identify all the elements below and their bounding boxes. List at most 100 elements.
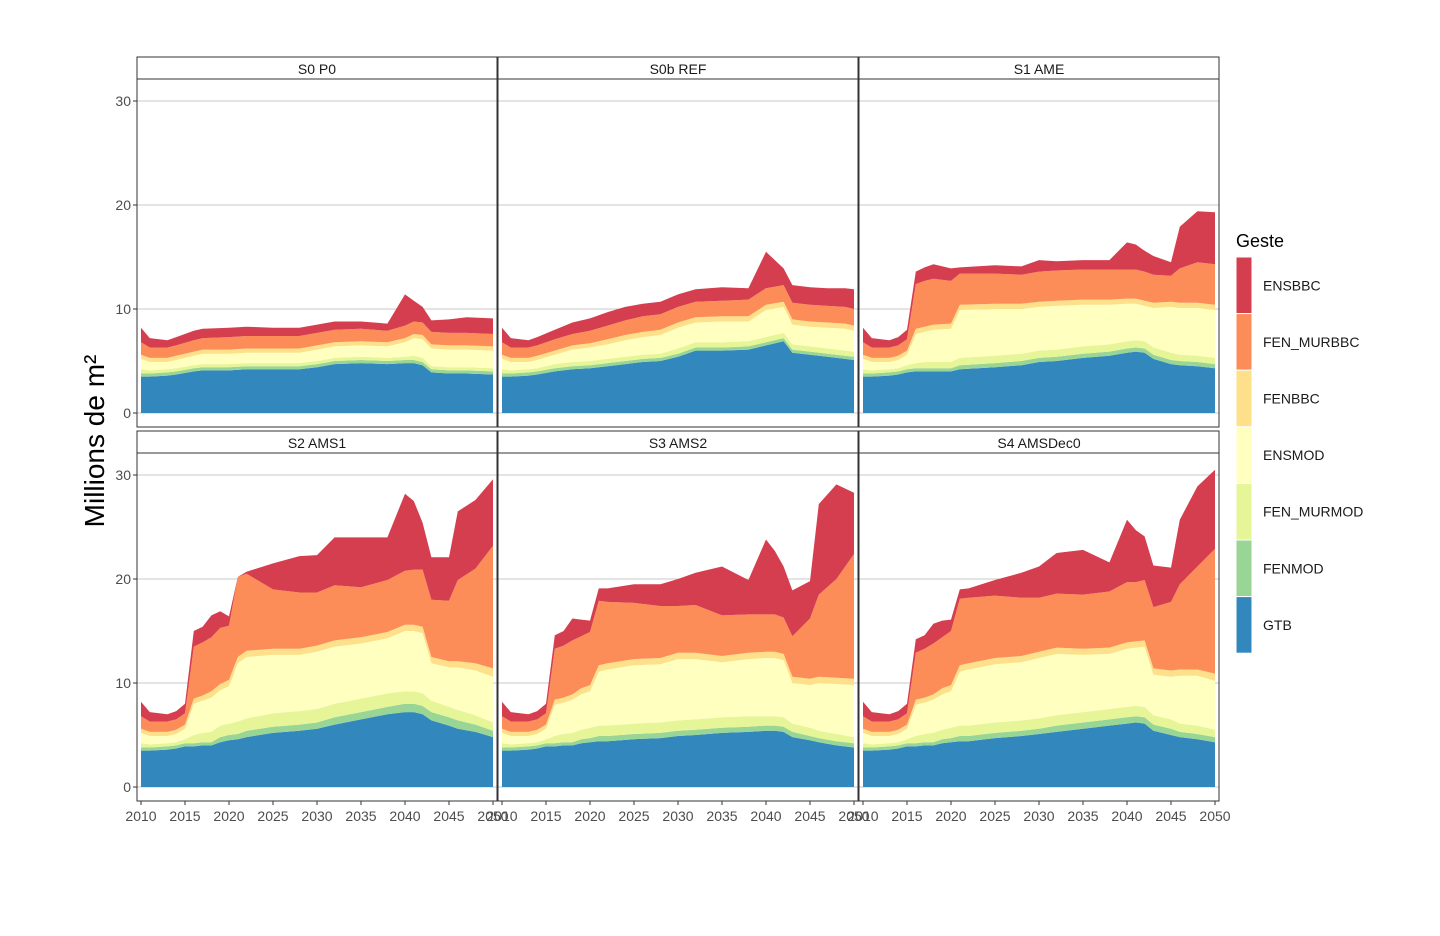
- area-fen-murbbc: [141, 321, 493, 358]
- y-tick-label: 0: [123, 779, 131, 795]
- area-fen-murmod: [141, 691, 493, 748]
- area-ensbbc: [863, 469, 1215, 722]
- legend-label-fenmod: FENMOD: [1263, 560, 1324, 576]
- x-tick-label: 2025: [257, 808, 288, 824]
- panel-strip-title: S1 AME: [1014, 61, 1065, 77]
- area-fen-murmod: [502, 716, 854, 748]
- area-fen-murbbc: [502, 554, 854, 732]
- y-tick-label: 20: [115, 571, 131, 587]
- x-tick-label: 2020: [213, 808, 244, 824]
- legend-title: Geste: [1236, 231, 1284, 251]
- y-axis-label: Millions de m²: [79, 355, 110, 528]
- x-tick-label: 2030: [1023, 808, 1054, 824]
- legend: Geste ENSBBC FEN_MURBBC FENBBC ENSMOD FEN_MU…: [1235, 231, 1363, 654]
- area-ensbbc: [502, 484, 854, 722]
- area-fen-murmod: [863, 705, 1215, 748]
- panel-s1-ame: S1 AME: [858, 56, 1220, 428]
- area-fen-murbbc: [863, 548, 1215, 732]
- x-tick-label: 2025: [618, 808, 649, 824]
- x-tick-label: 2010: [125, 808, 156, 824]
- panel-border: [136, 78, 498, 428]
- panel-s0-p0: S0 P0 0 10 20 30: [115, 56, 498, 428]
- panel-strip-title: S0 P0: [298, 61, 336, 77]
- area-ensmod: [141, 338, 493, 371]
- area-fenmod: [863, 347, 1215, 377]
- area-fenbbc: [141, 624, 493, 736]
- area-gtb: [863, 722, 1215, 787]
- area-ensmod: [863, 303, 1215, 371]
- legend-label-ensbbc: ENSBBC: [1263, 277, 1321, 293]
- y-tick-label: 0: [123, 405, 131, 421]
- area-fen-murmod: [141, 355, 493, 374]
- x-tick-label: 2015: [169, 808, 200, 824]
- area-fenmod: [502, 725, 854, 751]
- area-gtb: [141, 712, 493, 787]
- x-tick-label: 2030: [662, 808, 693, 824]
- area-fenmod: [502, 338, 854, 377]
- x-tick-label: 2040: [750, 808, 781, 824]
- panel-border: [858, 78, 1220, 428]
- x-tick-label: 2040: [389, 808, 420, 824]
- panel-border: [497, 78, 859, 428]
- x-tick-label: 2015: [530, 808, 561, 824]
- x-tick-label: 2045: [433, 808, 464, 824]
- legend-label-ensmod: ENSMOD: [1263, 447, 1324, 463]
- legend-key-ensbbc: [1235, 256, 1253, 315]
- x-tick-label: 2050: [1199, 808, 1230, 824]
- panel-strip-title: S2 AMS1: [288, 435, 347, 451]
- x-tick-label: 2020: [574, 808, 605, 824]
- x-tick-label: 2030: [301, 808, 332, 824]
- x-tick-label: 2035: [706, 808, 737, 824]
- area-ensmod: [863, 646, 1215, 745]
- x-tick-label: 2050: [477, 808, 508, 824]
- y-tick-label: 20: [115, 197, 131, 213]
- y-tick-label: 30: [115, 467, 131, 483]
- panel-strip-title: S3 AMS2: [649, 435, 708, 451]
- panel-strip-title: S4 AMSDec0: [997, 435, 1080, 451]
- area-gtb: [502, 341, 854, 413]
- legend-key-fenbbc: [1235, 369, 1253, 428]
- area-ensmod: [502, 658, 854, 745]
- area-fen-murbbc: [141, 545, 493, 732]
- y-tick-label: 10: [115, 675, 131, 691]
- area-ensbbc: [141, 479, 493, 722]
- y-tick-label: 10: [115, 301, 131, 317]
- x-tick-label: 2010: [486, 808, 517, 824]
- x-tick-label: 2010: [847, 808, 878, 824]
- legend-key-fen-murbbc: [1235, 313, 1253, 371]
- legend-label-fen-murmod: FEN_MURMOD: [1263, 504, 1363, 520]
- x-tick-label: 2015: [891, 808, 922, 824]
- area-fenmod: [141, 360, 493, 377]
- legend-label-gtb: GTB: [1263, 617, 1292, 633]
- area-ensmod: [502, 306, 854, 371]
- area-fen-murmod: [502, 332, 854, 374]
- legend-key-fen-murmod: [1235, 482, 1253, 541]
- area-fenmod: [863, 716, 1215, 751]
- panel-strip-title: S0b REF: [650, 61, 707, 77]
- x-tick-label: 2020: [935, 808, 966, 824]
- area-gtb: [502, 730, 854, 787]
- x-tick-label: 2025: [979, 808, 1010, 824]
- legend-label-fen-murbbc: FEN_MURBBC: [1263, 334, 1359, 350]
- area-fen-murbbc: [863, 262, 1215, 358]
- area-fen-murbbc: [502, 285, 854, 358]
- area-gtb: [863, 351, 1215, 413]
- legend-key-fenmod: [1235, 539, 1253, 598]
- area-fen-murmod: [863, 340, 1215, 374]
- area-ensbbc: [502, 251, 854, 348]
- legend-label-fenbbc: FENBBC: [1263, 391, 1320, 407]
- x-tick-label: 2045: [794, 808, 825, 824]
- area-fenbbc: [502, 301, 854, 362]
- area-gtb: [141, 363, 493, 413]
- legend-key-gtb: [1235, 596, 1253, 654]
- x-tick-label: 2035: [1067, 808, 1098, 824]
- area-fenmod: [141, 703, 493, 751]
- area-ensbbc: [863, 211, 1215, 348]
- x-tick-label: 2050: [838, 808, 869, 824]
- x-tick-label: 2045: [1155, 808, 1186, 824]
- x-tick-label: 2040: [1111, 808, 1142, 824]
- legend-key-ensmod: [1235, 426, 1253, 484]
